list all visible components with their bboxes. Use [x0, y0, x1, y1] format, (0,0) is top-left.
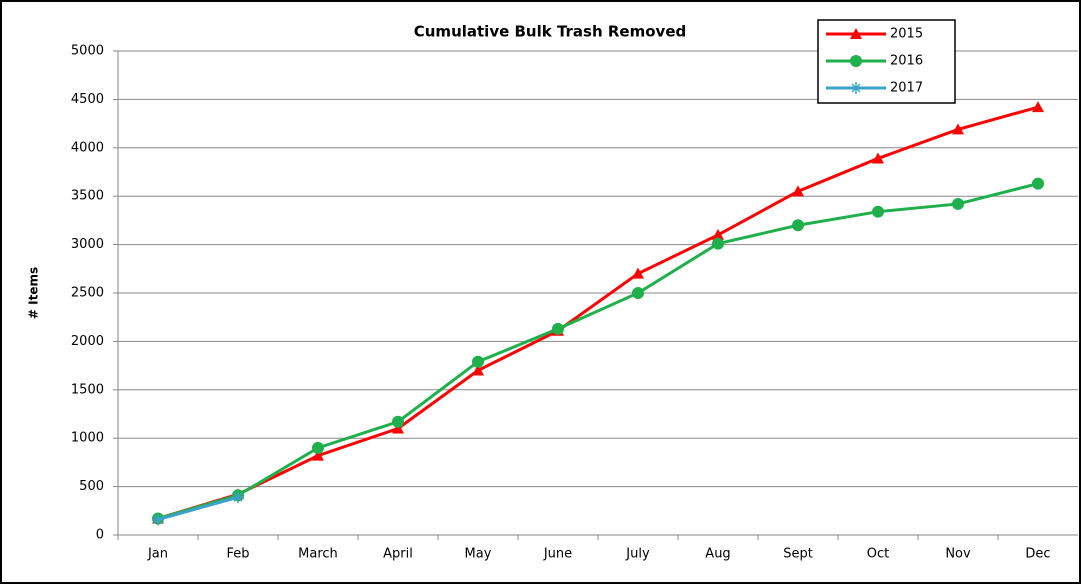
- x-tick-label: June: [543, 547, 572, 562]
- x-tick-label: July: [625, 547, 650, 562]
- marker: [712, 237, 724, 250]
- marker: [792, 185, 804, 197]
- marker: [952, 197, 964, 210]
- marker: [232, 491, 244, 504]
- x-tick-label: March: [298, 547, 338, 562]
- marker-stroke: [851, 83, 861, 93]
- y-tick-label: 4500: [71, 92, 104, 107]
- marker: [712, 228, 724, 240]
- marker-stroke: [153, 514, 163, 525]
- legend-label: 2017: [890, 81, 923, 96]
- x-tick-label: Aug: [705, 547, 730, 562]
- marker: [312, 449, 324, 461]
- marker: [952, 123, 964, 135]
- marker: [392, 422, 404, 434]
- y-tick-label: 3000: [71, 237, 104, 252]
- marker: [392, 415, 404, 428]
- x-tick-label: Nov: [945, 547, 971, 562]
- marker: [850, 82, 862, 94]
- marker: [632, 287, 644, 299]
- y-tick-label: 3500: [71, 189, 104, 204]
- chart-title: Cumulative Bulk Trash Removed: [414, 23, 686, 41]
- y-axis-label: # Items: [27, 267, 41, 319]
- x-tick-label: April: [383, 547, 413, 562]
- marker: [850, 55, 862, 67]
- marker: [552, 322, 564, 335]
- x-tick-label: Sept: [783, 547, 813, 562]
- y-tick-label: 2000: [71, 334, 104, 349]
- legend-label: 2015: [890, 27, 923, 42]
- marker: [1032, 101, 1044, 113]
- y-tick-label: 1000: [71, 431, 104, 446]
- marker: [472, 355, 484, 368]
- marker: [472, 364, 484, 376]
- y-tick-label: 4000: [71, 140, 104, 155]
- series-line: [157, 105, 1039, 520]
- legend-label: 2016: [890, 54, 923, 69]
- marker: [850, 28, 862, 39]
- y-tick-label: 0: [96, 528, 104, 543]
- y-tick-label: 5000: [71, 44, 104, 59]
- x-tick-label: May: [465, 547, 492, 562]
- marker: [632, 267, 644, 279]
- y-tick-label: 2500: [71, 286, 104, 301]
- x-tick-label: Dec: [1025, 547, 1050, 562]
- marker: [312, 441, 324, 454]
- marker: [872, 152, 884, 164]
- series-line: [157, 495, 239, 521]
- x-tick-label: Jan: [147, 547, 168, 562]
- y-tick-label: 500: [79, 479, 104, 494]
- marker: [872, 205, 884, 218]
- y-tick-label: 1500: [71, 382, 104, 397]
- marker: [152, 513, 164, 526]
- marker: [1032, 177, 1044, 190]
- series-line: [157, 182, 1039, 520]
- x-tick-label: Feb: [226, 547, 249, 562]
- marker-stroke: [233, 492, 243, 502]
- x-tick-label: Oct: [867, 547, 889, 562]
- marker: [792, 219, 804, 232]
